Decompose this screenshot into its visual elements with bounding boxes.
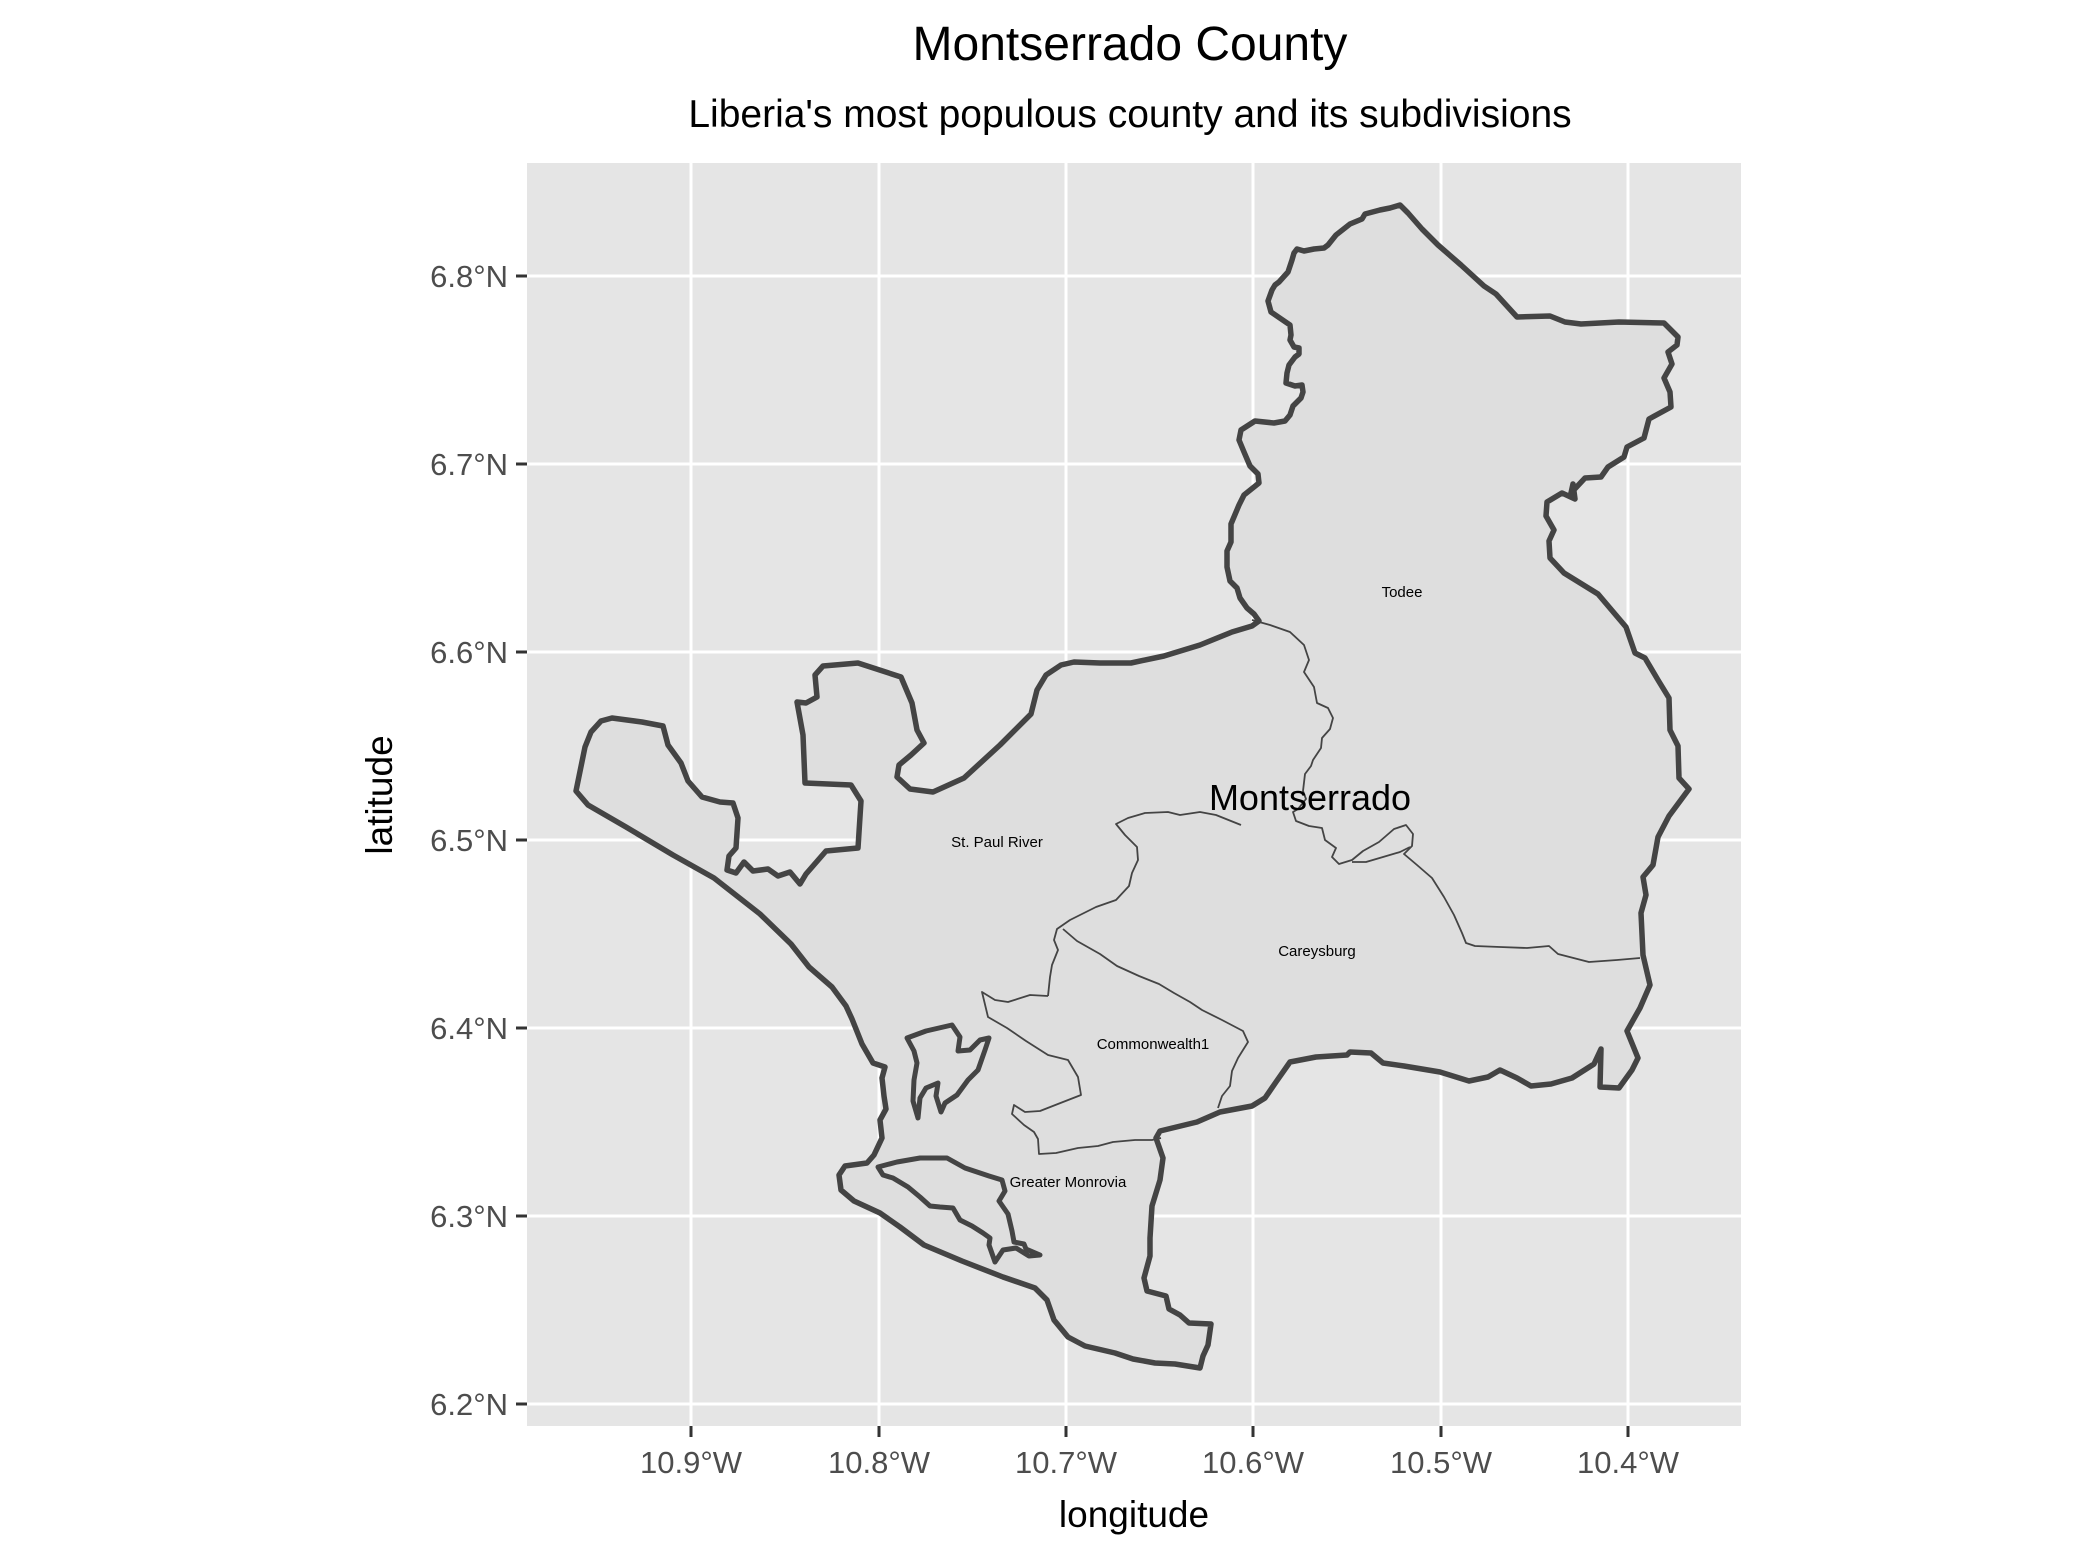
y-tick-label: 6.8°N [430,259,508,294]
label-todee: Todee [1382,584,1423,601]
district-boundary-careysburg [1062,928,1249,1109]
x-tick-label: 10.7°W [1015,1445,1118,1480]
label-careysburg: Careysburg [1278,943,1356,960]
map-subtitle: Liberia's most populous county and its s… [688,93,1571,136]
district-boundary-commonwealth [981,991,1162,1155]
x-tick-label: 10.5°W [1390,1445,1493,1480]
district-boundary-todee [1251,619,1641,963]
x-tick-label: 10.6°W [1202,1445,1305,1480]
y-tick-label: 6.6°N [430,635,508,670]
x-axis: 10.9°W 10.8°W 10.7°W 10.6°W 10.5°W 10.4°… [640,1426,1680,1535]
y-tick-label: 6.5°N [430,823,508,858]
label-st-paul-river: St. Paul River [951,834,1043,851]
montserrado-county-outline [573,202,1692,1371]
label-greater-monrovia: Greater Monrovia [1010,1174,1127,1191]
district-labels: Todee St. Paul River Careysburg Commonwe… [951,584,1422,1191]
x-tick-label: 10.8°W [828,1445,931,1480]
y-tick-label: 6.7°N [430,447,508,482]
monrovia-estuary-outline [875,1155,1043,1265]
bushrod-island-outline [904,1022,992,1121]
y-axis-title: latitude [359,735,400,854]
y-tick-label: 6.2°N [430,1387,508,1422]
x-tick-label: 10.9°W [640,1445,743,1480]
district-boundary-east [1352,846,1411,863]
map-title: Montserrado County [913,18,1348,71]
label-commonwealth1: Commonwealth1 [1097,1036,1210,1053]
x-tick-label: 10.4°W [1577,1445,1680,1480]
x-axis-title: longitude [1059,1494,1209,1535]
y-tick-label: 6.4°N [430,1011,508,1046]
district-boundary-stpaul [1047,811,1242,997]
county-shape [573,202,1692,1371]
label-county-montserrado: Montserrado [1209,777,1411,818]
y-tick-label: 6.3°N [430,1199,508,1234]
y-axis: 6.8°N 6.7°N 6.6°N 6.5°N 6.4°N 6.3°N 6.2°… [359,259,527,1422]
